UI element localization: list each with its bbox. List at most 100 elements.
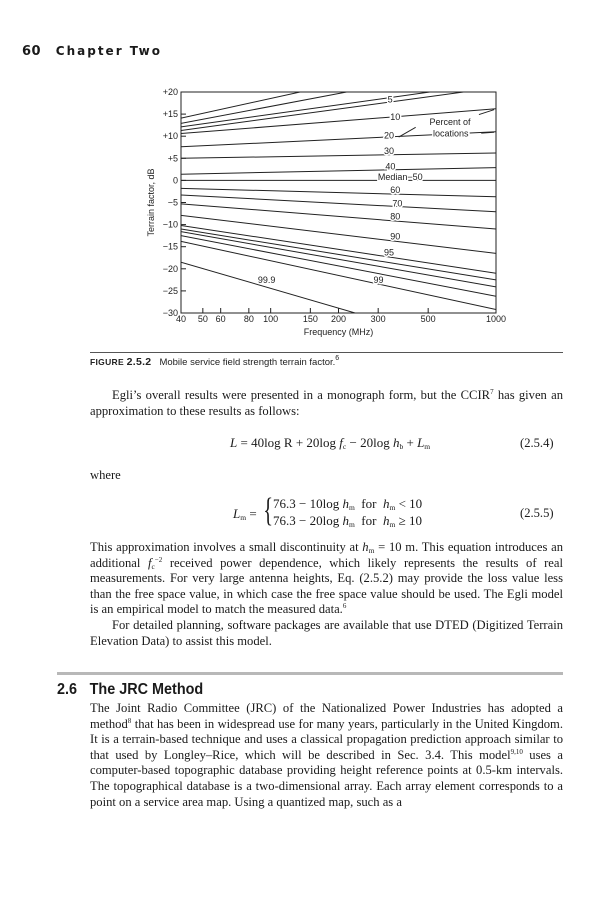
series-label: 5: [388, 95, 393, 105]
series-line-30: [181, 152, 496, 159]
equation-number: (2.5.4): [520, 436, 554, 450]
x-tick-label: 50: [198, 314, 208, 324]
y-tick-label: −25: [163, 286, 178, 296]
y-axis-label: Terrain factor, dB: [146, 168, 156, 236]
series-line-20: [181, 131, 496, 148]
x-axis-label: Frequency (MHz): [304, 327, 374, 337]
figure-number: 2.5.2: [126, 356, 152, 368]
x-tick-label: 60: [216, 314, 226, 324]
series-label: 10: [390, 112, 400, 122]
y-tick-label: −5: [168, 198, 178, 208]
sub: m: [348, 520, 355, 529]
sub: b: [399, 442, 404, 451]
x-tick-label: 300: [371, 314, 386, 324]
sym: f: [147, 555, 152, 570]
x-tick-label: 100: [263, 314, 278, 324]
series-line-40: [181, 167, 496, 175]
series-line-5: [181, 92, 468, 131]
equation-2-5-5-lhs: Lm =: [233, 506, 257, 522]
series-label: 20: [384, 130, 394, 140]
annotation-leader: [481, 131, 495, 134]
text: for: [354, 496, 383, 511]
running-header: 60 Chapter Two: [22, 44, 162, 59]
series-line-60: [181, 187, 496, 198]
annotation-leader: [398, 126, 416, 138]
series-line-80: [181, 203, 496, 230]
text: = 40log R + 20log: [237, 435, 340, 450]
caption-text: Mobile service field strength terrain fa…: [159, 357, 336, 368]
x-tick-label: 80: [244, 314, 254, 324]
series-label: 40: [385, 161, 395, 171]
footnote-ref: 7: [490, 388, 494, 396]
sup: −2: [154, 555, 163, 564]
x-tick-label: 40: [176, 314, 186, 324]
sub: m: [389, 503, 396, 512]
sym: h: [362, 540, 369, 554]
series-line-95: [181, 224, 496, 274]
sym: h: [392, 435, 400, 450]
text: that has been in widespread use for many…: [90, 716, 563, 762]
y-tick-label: −15: [163, 242, 178, 252]
sym: L: [233, 506, 241, 521]
y-tick-label: −30: [163, 308, 178, 318]
sym: h: [382, 496, 390, 511]
figure-caption: Figure 2.5.2 Mobile service field strengt…: [90, 355, 340, 368]
sub: c: [342, 442, 347, 451]
series-line-10: [181, 108, 496, 135]
equation-2-5-5-row1: 76.3 − 10log hm for hm < 10: [273, 496, 422, 512]
text: uses a computer-based topographic databa…: [90, 747, 563, 809]
paragraph-approximation: This approximation involves a small disc…: [90, 540, 563, 618]
text: received power dependence, which likely …: [90, 555, 563, 617]
sym: L: [417, 435, 425, 450]
equation-number: (2.5.5): [520, 506, 554, 520]
series-label: 99: [373, 275, 383, 285]
footnote-ref: 6: [342, 602, 347, 611]
sub: m: [240, 513, 247, 522]
section-title: The JRC Method: [89, 681, 204, 698]
y-tick-label: +10: [163, 131, 178, 141]
sub: m: [389, 520, 396, 529]
footnote-ref: 8: [127, 716, 132, 725]
series-line-70: [181, 194, 496, 213]
sub: m: [368, 546, 375, 555]
text: +: [403, 435, 418, 450]
x-tick-label: 200: [331, 314, 346, 324]
x-tick-label: 500: [421, 314, 436, 324]
sub: c: [151, 561, 155, 571]
where-text: where: [90, 468, 121, 482]
series-line-14: [181, 228, 496, 281]
figure-rule: [90, 352, 563, 353]
series-label: 60: [390, 185, 400, 195]
annotation-percent-of: Percent of: [429, 117, 471, 127]
series-line-15: [181, 231, 496, 288]
section-number: 2.6: [57, 681, 78, 698]
text: ≥ 10: [395, 513, 422, 528]
text: =: [246, 506, 257, 521]
footnote-ref: 9,10: [510, 747, 523, 756]
chapter-title: Chapter Two: [55, 44, 162, 58]
paragraph-jrc: The Joint Radio Committee (JRC) of the N…: [90, 701, 563, 810]
y-tick-label: −20: [163, 264, 178, 274]
caption-ref: 6: [335, 355, 340, 362]
sym: f: [339, 435, 343, 450]
sym: h: [342, 513, 349, 528]
series-label: 30: [384, 146, 394, 156]
text: = 10 m. This equation introduces an addi…: [90, 540, 563, 570]
text: 76.3 − 20log: [273, 513, 343, 528]
text: for: [354, 513, 383, 528]
sub: m: [348, 503, 355, 512]
equation-2-5-5-row2: 76.3 − 20log hm for hm ≥ 10: [273, 513, 422, 529]
series-line-2: [181, 92, 434, 128]
series-label: 90: [390, 232, 400, 242]
annotation-leader: [478, 109, 495, 116]
paragraph-egli: Egli’s overall results were presented in…: [90, 388, 563, 419]
y-tick-label: −10: [163, 220, 178, 230]
series-label: 95: [384, 247, 394, 257]
sub: m: [424, 442, 431, 451]
text: The Joint Radio Committee (JRC) of the N…: [90, 701, 563, 731]
y-tick-label: 0: [173, 175, 178, 185]
sym: h: [342, 496, 349, 511]
text: This approximation involves a small disc…: [90, 540, 363, 554]
series-label: 70: [392, 198, 402, 208]
